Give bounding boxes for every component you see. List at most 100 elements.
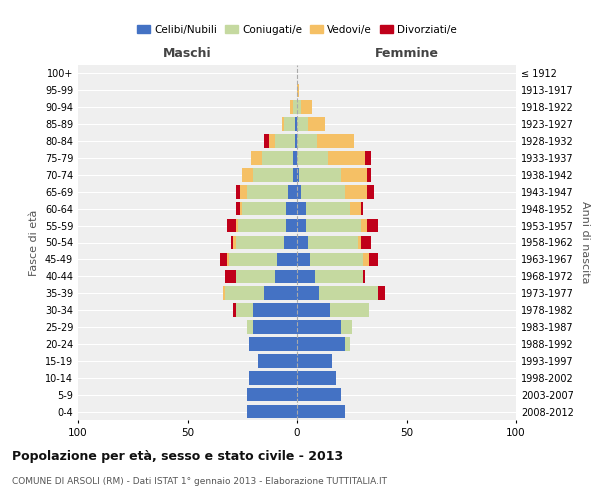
Bar xyxy=(319,286,378,300)
Bar xyxy=(242,202,286,215)
Bar xyxy=(306,202,350,215)
Bar xyxy=(297,118,308,131)
Bar xyxy=(284,236,297,250)
Bar xyxy=(247,388,297,402)
Bar xyxy=(253,320,297,334)
Bar xyxy=(367,168,371,181)
Bar xyxy=(264,286,297,300)
Bar xyxy=(358,236,361,250)
Bar xyxy=(238,219,286,232)
Text: Femmine: Femmine xyxy=(374,47,439,60)
Bar xyxy=(328,151,365,164)
Bar xyxy=(297,236,308,250)
Bar xyxy=(297,134,317,148)
Bar xyxy=(369,252,378,266)
Bar xyxy=(253,168,293,181)
Bar xyxy=(227,252,229,266)
Bar xyxy=(365,151,371,164)
Bar xyxy=(361,236,371,250)
Bar xyxy=(275,134,295,148)
Bar xyxy=(236,236,284,250)
Bar xyxy=(236,270,275,283)
Bar xyxy=(281,118,284,131)
Bar xyxy=(225,270,236,283)
Bar xyxy=(288,185,297,198)
Bar xyxy=(308,118,325,131)
Bar xyxy=(362,252,369,266)
Bar xyxy=(314,270,362,283)
Bar xyxy=(251,151,262,164)
Bar xyxy=(297,84,299,97)
Bar xyxy=(367,219,378,232)
Bar xyxy=(350,202,361,215)
Bar xyxy=(227,219,236,232)
Bar xyxy=(297,202,306,215)
Bar xyxy=(361,202,362,215)
Bar xyxy=(330,304,369,317)
Bar xyxy=(297,252,310,266)
Y-axis label: Anni di nascita: Anni di nascita xyxy=(580,201,590,284)
Bar xyxy=(301,100,313,114)
Bar xyxy=(297,168,299,181)
Bar xyxy=(295,118,297,131)
Text: Maschi: Maschi xyxy=(163,47,212,60)
Bar xyxy=(317,134,354,148)
Y-axis label: Fasce di età: Fasce di età xyxy=(29,210,39,276)
Bar xyxy=(249,371,297,384)
Bar xyxy=(308,236,358,250)
Bar xyxy=(236,202,240,215)
Bar xyxy=(345,185,367,198)
Bar xyxy=(233,236,236,250)
Bar xyxy=(301,185,345,198)
Bar xyxy=(293,151,297,164)
Bar xyxy=(290,100,293,114)
Bar xyxy=(361,219,367,232)
Bar xyxy=(295,134,297,148)
Bar xyxy=(341,320,352,334)
Bar xyxy=(299,168,341,181)
Bar xyxy=(236,185,240,198)
Bar xyxy=(297,185,301,198)
Bar xyxy=(293,168,297,181)
Bar xyxy=(262,151,293,164)
Bar xyxy=(233,304,236,317)
Bar xyxy=(236,219,238,232)
Bar xyxy=(264,134,269,148)
Bar xyxy=(297,320,341,334)
Bar xyxy=(297,388,341,402)
Bar xyxy=(310,252,362,266)
Legend: Celibi/Nubili, Coniugati/e, Vedovi/e, Divorziati/e: Celibi/Nubili, Coniugati/e, Vedovi/e, Di… xyxy=(133,20,461,39)
Bar xyxy=(297,219,306,232)
Bar xyxy=(286,219,297,232)
Bar xyxy=(297,270,314,283)
Bar xyxy=(229,252,277,266)
Bar xyxy=(257,354,297,368)
Bar xyxy=(232,236,233,250)
Text: COMUNE DI ARSOLI (RM) - Dati ISTAT 1° gennaio 2013 - Elaborazione TUTTITALIA.IT: COMUNE DI ARSOLI (RM) - Dati ISTAT 1° ge… xyxy=(12,478,387,486)
Bar xyxy=(249,337,297,350)
Bar xyxy=(247,185,288,198)
Bar xyxy=(297,100,301,114)
Bar xyxy=(297,286,319,300)
Bar xyxy=(297,371,337,384)
Bar xyxy=(378,286,385,300)
Bar xyxy=(362,270,365,283)
Bar xyxy=(242,168,253,181)
Bar xyxy=(345,337,350,350)
Bar xyxy=(341,168,367,181)
Bar xyxy=(247,405,297,418)
Bar xyxy=(297,337,345,350)
Bar xyxy=(297,151,328,164)
Bar xyxy=(220,252,227,266)
Bar xyxy=(269,134,275,148)
Bar xyxy=(236,304,253,317)
Bar xyxy=(223,286,225,300)
Bar xyxy=(297,304,330,317)
Bar xyxy=(253,304,297,317)
Bar xyxy=(297,405,345,418)
Bar xyxy=(275,270,297,283)
Bar xyxy=(225,286,264,300)
Bar xyxy=(293,100,297,114)
Bar xyxy=(297,354,332,368)
Bar xyxy=(284,118,295,131)
